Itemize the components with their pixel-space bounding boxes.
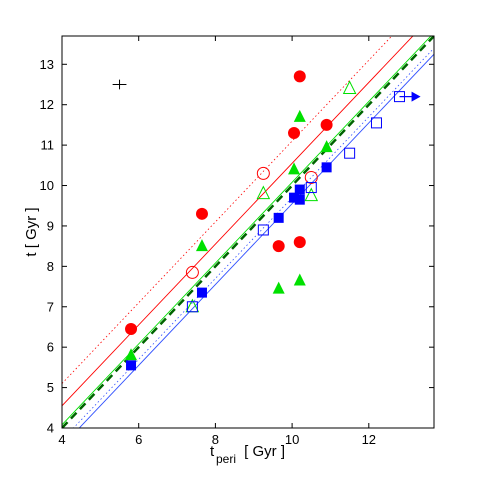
y-axis-label: t [ Gyr ]: [23, 207, 40, 256]
data-point-square: [289, 192, 300, 203]
data-point-square: [273, 212, 284, 223]
x-axis-label-units: [ Gyr ]: [240, 443, 285, 460]
data-point-square: [305, 182, 317, 194]
y-tick-label: 6: [47, 340, 54, 355]
series-circle-open: [185, 166, 318, 279]
x-axis-label-group: t peri [ Gyr ]: [210, 443, 285, 466]
data-point-circle: [320, 118, 333, 131]
data-point-triangle: [293, 109, 306, 122]
data-point-circle: [288, 126, 301, 139]
fit-line-3: [78, 53, 434, 428]
data-point-square: [294, 184, 305, 195]
plot-clip-group: [62, 36, 434, 428]
data-point-circle: [185, 265, 199, 279]
x-tick-label: 8: [212, 432, 219, 447]
x-axis-label-main: t: [210, 443, 215, 460]
x-tick-label: 12: [362, 432, 376, 447]
fit-line-5: [62, 36, 432, 426]
data-point-square: [294, 194, 305, 205]
data-point-triangle: [256, 185, 271, 200]
data-point-square: [321, 162, 332, 173]
data-point-square: [344, 147, 356, 159]
data-point-square: [186, 301, 198, 313]
x-tick-label: 6: [135, 432, 142, 447]
y-tick-label: 11: [41, 138, 55, 153]
y-tick-label: 4: [47, 421, 54, 436]
data-point-triangle: [293, 273, 306, 286]
fit-line-0: [62, 36, 434, 428]
x-tick-label: 10: [285, 432, 299, 447]
data-point-triangle: [304, 187, 319, 202]
fit-line-2: [62, 36, 393, 384]
data-point-circle: [304, 170, 318, 184]
y-tick-label: 13: [40, 57, 54, 72]
data-point-square: [196, 287, 207, 298]
data-point-square: [370, 117, 382, 129]
data-point-triangle: [125, 348, 138, 361]
data-point-triangle: [320, 140, 333, 153]
data-point-circle: [125, 322, 138, 335]
y-tick-label: 12: [40, 97, 54, 112]
data-point-square: [126, 360, 137, 371]
series-circle-filled: [125, 70, 333, 335]
y-tick-label: 9: [47, 218, 54, 233]
x-tick-label: 4: [58, 432, 65, 447]
y-tick-label: 8: [47, 259, 54, 274]
data-point-triangle: [195, 239, 208, 252]
series-triangle-filled: [125, 109, 333, 361]
y-tick-label: 5: [47, 380, 54, 395]
data-point-circle: [293, 70, 306, 83]
data-point-triangle: [272, 281, 285, 294]
data-point-triangle: [288, 162, 301, 175]
fit-line-1: [62, 36, 414, 407]
data-point-triangle: [342, 80, 357, 95]
limit-arrow-head: [411, 91, 421, 102]
plot-frame: [61, 35, 435, 429]
series-square-filled: [126, 162, 332, 371]
data-point-circle: [272, 240, 285, 253]
x-axis-label-subscript: peri: [216, 452, 236, 466]
data-point-circle: [195, 207, 208, 220]
axis-ticks: 4 6 8 10 12 4 5 6 7 8 9 10 11 12 13: [40, 36, 434, 447]
y-tick-label: 10: [40, 178, 54, 193]
data-point-circle: [293, 236, 306, 249]
series-triangle-open: [185, 80, 357, 313]
data-point-circle: [256, 166, 270, 180]
plot-area: [62, 36, 434, 428]
y-axis-label-group: t [ Gyr ]: [23, 207, 40, 256]
data-point-square: [257, 224, 269, 236]
y-tick-label: 7: [47, 299, 54, 314]
fit-line-4: [72, 47, 434, 428]
